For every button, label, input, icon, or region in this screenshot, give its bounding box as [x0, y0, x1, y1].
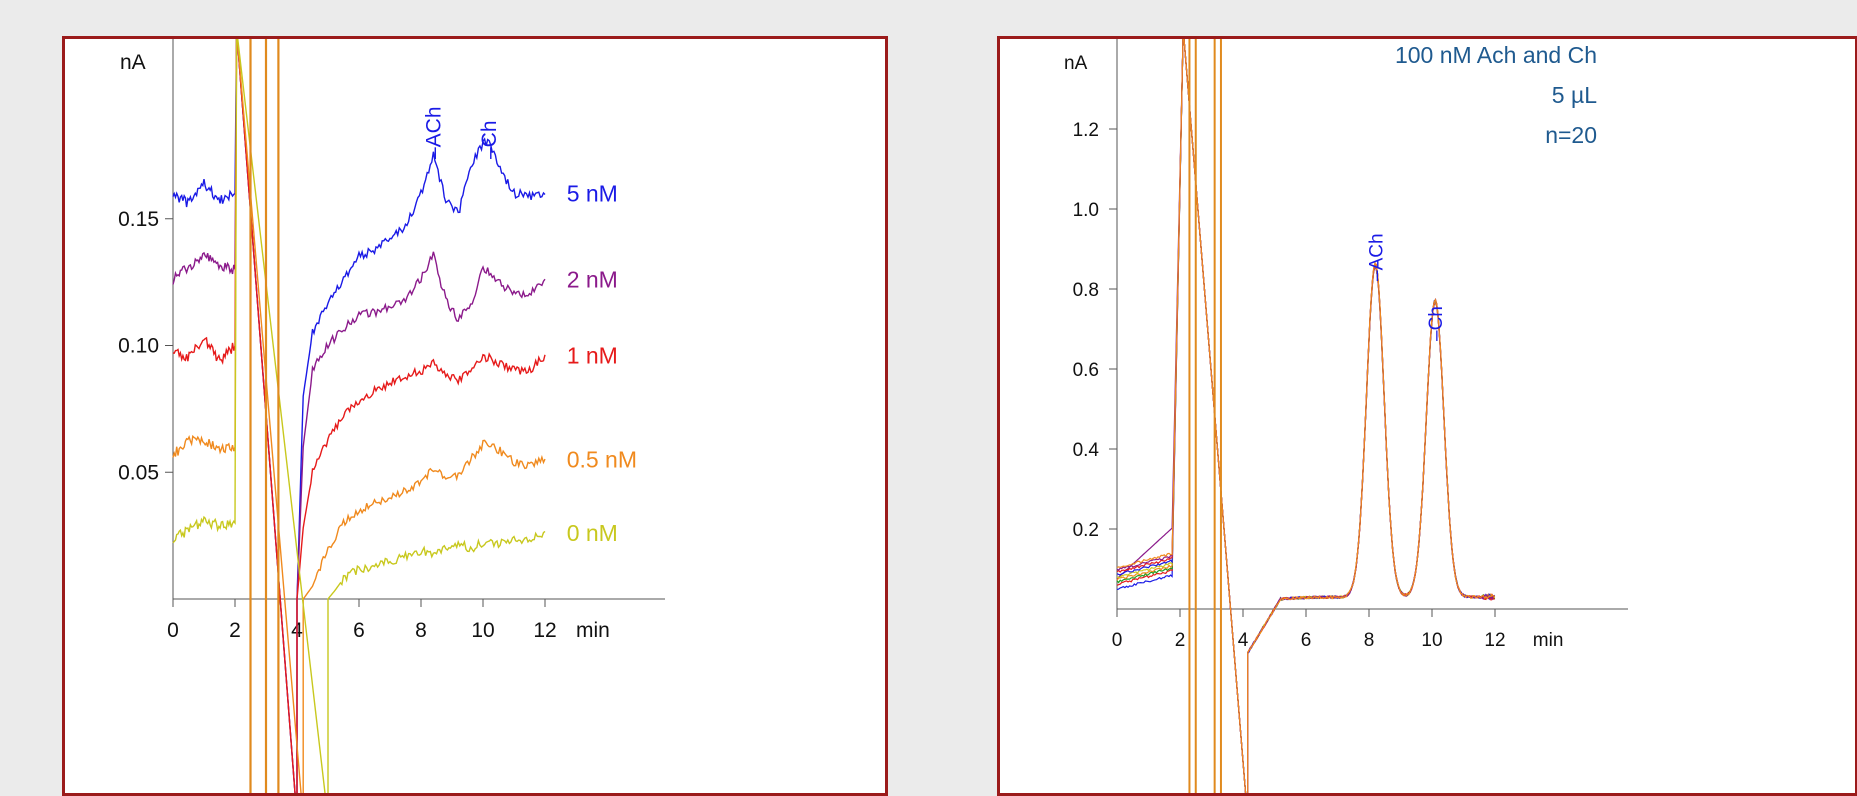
x-tick-label: 2 [1175, 630, 1186, 651]
trace-run-1 [1116, 39, 1495, 793]
x-tick-label: 4 [1238, 630, 1249, 651]
y-tick-label: 0.15 [118, 208, 159, 231]
trace-run-8 [1116, 39, 1495, 793]
x-tick-label: 12 [1484, 630, 1505, 651]
trace-run-6 [1116, 39, 1495, 793]
trace-run-5 [1116, 39, 1496, 793]
trace-1-nM [172, 39, 546, 793]
x-tick-label: 2 [229, 619, 241, 642]
chart-panel-right: nA 0.2 0.4 0.6 0.8 1.0 1.2 0 2 4 6 8 10 12 min 100 nM A… [997, 36, 1857, 796]
y-tick-label: 0.10 [118, 335, 159, 358]
series-label: 2 nM [567, 267, 618, 293]
trace-0_5-nM [172, 39, 546, 793]
y-tick-label: 1.0 [1073, 200, 1099, 221]
series-label: 0.5 nM [567, 447, 637, 473]
trace-run-4 [1116, 39, 1495, 793]
trace-run-9 [1116, 39, 1495, 793]
y-tick-label: 0.05 [118, 461, 159, 484]
x-tick-label: 10 [471, 619, 494, 642]
trace-run-10 [1116, 39, 1496, 793]
y-tick-label: 0.6 [1073, 360, 1099, 381]
x-tick-label: 8 [1364, 630, 1375, 651]
annotation-text: 5 µL [1552, 82, 1597, 108]
trace-run-2 [1116, 39, 1496, 793]
trace-2-nM [172, 39, 546, 793]
annotation-text: n=20 [1545, 122, 1597, 148]
annotation-text: 100 nM Ach and Ch [1395, 42, 1597, 68]
peak-label: –Ch [1426, 306, 1447, 341]
y-tick-label: 0.8 [1073, 280, 1099, 301]
y-tick-label: 1.2 [1073, 120, 1099, 141]
x-tick-label: 10 [1421, 630, 1442, 651]
y-tick-label: 0.4 [1073, 440, 1100, 461]
peak-label: –Ch [478, 120, 501, 159]
x-axis-label: min [1533, 630, 1564, 651]
peak-label: –ACh [422, 106, 445, 159]
chart-panel-left: nA 0.05 0.10 0.15 0 2 4 6 8 10 12 min 5 nM 2 nM 1 nM 0.… [62, 36, 888, 796]
peak-label: –ACh [1366, 233, 1387, 281]
trace-5-nM [172, 39, 546, 793]
chromatogram-right: nA 0.2 0.4 0.6 0.8 1.0 1.2 0 2 4 6 8 10 12 min 100 nM A… [1064, 39, 1628, 793]
y-axis-label: nA [120, 51, 146, 74]
y-axis-label: nA [1064, 53, 1088, 74]
y-tick-label: 0.2 [1073, 520, 1099, 541]
x-axis-label: min [576, 619, 610, 642]
x-tick-label: 6 [353, 619, 365, 642]
x-tick-label: 8 [415, 619, 427, 642]
trace-run-7 [1116, 39, 1495, 793]
x-tick-label: 6 [1301, 630, 1312, 651]
x-tick-label: 12 [533, 619, 556, 642]
series-label: 0 nM [567, 520, 618, 546]
series-label: 1 nM [567, 343, 618, 369]
series-label: 5 nM [567, 180, 618, 206]
trace-run-3 [1116, 39, 1496, 793]
trace-0-nM [172, 39, 546, 793]
x-tick-label: 0 [1112, 630, 1123, 651]
x-tick-label: 0 [167, 619, 179, 642]
